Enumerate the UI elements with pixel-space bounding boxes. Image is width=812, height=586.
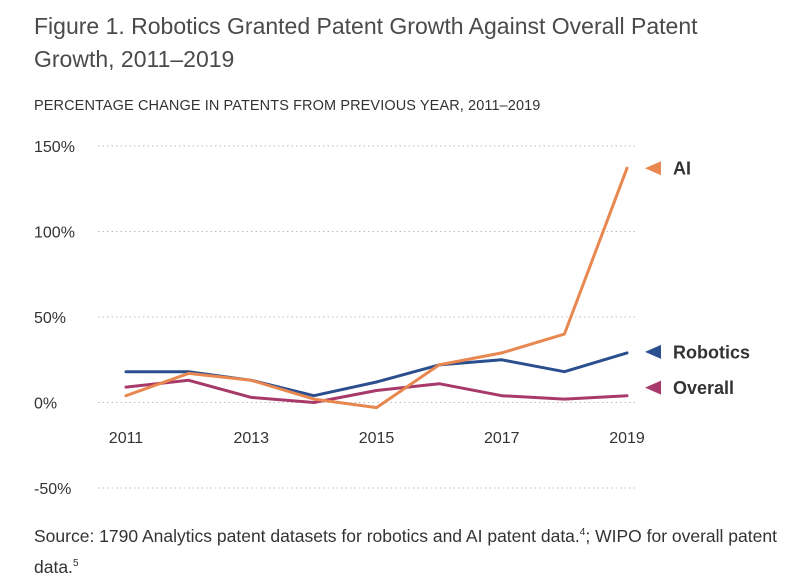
x-tick-label: 2011 — [109, 430, 144, 447]
y-tick-label: -50% — [34, 481, 71, 498]
series-label-ai: AI — [673, 159, 691, 179]
series-marker-overall — [645, 380, 661, 395]
x-tick-label: 2019 — [609, 430, 645, 447]
source-footnote-4: 4 — [579, 527, 586, 538]
line-chart: 150% 100% 50% 0% -50% 2011 2013 2015 2017 2019 AI R… — [34, 139, 750, 498]
y-tick-label: 150% — [34, 139, 75, 156]
series-marker-ai — [645, 161, 661, 176]
y-tick-label: 0% — [34, 396, 57, 413]
figure-title: Figure 1. Robotics Granted Patent Growth… — [34, 13, 698, 72]
source-note: Source: 1790 Analytics patent datasets f… — [34, 519, 794, 581]
series-line-overall — [124, 378, 629, 404]
y-tick-label: 50% — [34, 310, 66, 327]
series-marker-robotics — [645, 344, 661, 359]
x-tick-label: 2013 — [233, 430, 269, 447]
source-text: Source: 1790 Analytics patent datasets f… — [34, 525, 580, 546]
chart-subtitle: PERCENTAGE CHANGE IN PATENTS FROM PREVIO… — [34, 98, 541, 114]
series-line-ai — [124, 166, 629, 410]
x-tick-label: 2015 — [359, 430, 395, 447]
series-label-robotics: Robotics — [673, 342, 750, 362]
source-footnote-5: 5 — [72, 557, 79, 569]
x-tick-label: 2017 — [484, 430, 520, 447]
series-label-overall: Overall — [673, 378, 734, 398]
source-text-2: ; WIPO for overall patent data. — [34, 525, 777, 577]
y-tick-label: 100% — [34, 225, 75, 242]
